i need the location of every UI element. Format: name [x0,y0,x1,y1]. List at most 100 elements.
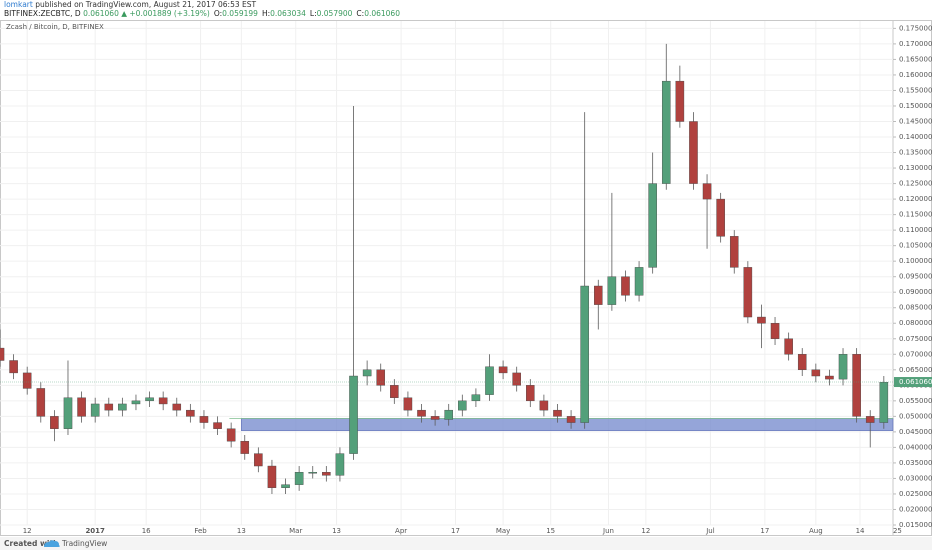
y-tick-label: 0.020000 [899,505,932,513]
y-tick-label: 0.145000 [899,117,932,125]
candle-body [458,400,467,411]
y-tick-label: 0.110000 [899,226,932,234]
candle-body [743,267,753,318]
candle-body [362,369,372,377]
candle-body [199,416,209,423]
x-tick-label: Aug [809,527,823,535]
x-tick-label: Mar [289,527,302,535]
x-tick-label: 12 [23,527,32,535]
symbol-line: BITFINEX:ZECBTC, D 0.061060 ▲ +0.001889 … [4,9,400,18]
x-tick-label: 13 [237,527,246,535]
candle-body [118,403,127,411]
ohlc-key: H: [262,9,270,18]
ohlc-key: L: [310,9,317,18]
candle-body [294,472,304,485]
change: ▲ +0.001889 (+3.19%) [121,9,210,18]
candle-body [403,397,413,411]
candle-body [757,316,766,324]
candle-body [63,397,73,429]
x-tick-label: 25 [893,527,902,535]
candle-body [254,453,263,467]
ohlc-value: 0.061060 [364,9,400,18]
candle-body [729,236,739,268]
x-tick-label: 2017 [85,527,105,535]
chart-frame [0,20,932,536]
candle-body [22,372,32,389]
candle-body [390,385,399,398]
candle-body [797,354,807,371]
candle-body [825,375,834,380]
candle-body [281,484,290,488]
candle-body [417,409,426,417]
last-price-label: 0.061060 [899,378,932,386]
ohlc-value: 0.059199 [222,9,258,18]
candle-body [539,400,549,411]
candle-body [322,472,331,476]
candle-body [335,453,345,476]
y-tick-label: 0.115000 [899,211,932,219]
candle-body [36,388,46,417]
candle-body [77,397,86,417]
candle-body [430,416,440,420]
x-tick-label: 14 [856,527,865,535]
footer-bar [0,537,932,550]
y-tick-label: 0.130000 [899,164,932,172]
y-tick-label: 0.150000 [899,102,932,110]
marks [0,43,894,494]
y-tick-label: 0.080000 [899,319,932,327]
x-tick-label: 16 [142,527,151,535]
ohlc: O:0.059199 H:0.063034 L:0.057900 C:0.061060 [214,9,400,18]
y-tick-label: 0.135000 [899,149,932,157]
footer-brand[interactable]: TradingView [61,539,107,548]
candle-body [716,198,725,237]
x-tick-label: Feb [194,527,207,535]
candle-body [784,338,793,355]
candle-body [661,80,671,184]
y-tick-label: 0.090000 [899,288,932,296]
y-tick-label: 0.140000 [899,133,932,141]
candle-body [634,267,644,296]
x-tick-label: Apr [395,527,407,535]
candle-body [240,440,250,454]
candle-body [621,276,630,296]
candle-body [158,397,168,405]
candle-body [0,347,5,361]
symbol: BITFINEX:ZECBTC, D [4,9,81,18]
y-tick-label: 0.015000 [899,521,932,529]
candle-body [566,416,576,423]
y-tick-label: 0.050000 [899,412,932,420]
x-tick-label: 13 [332,527,341,535]
candle-body [607,276,617,305]
tv-logo[interactable] [44,540,60,547]
candle-body [104,403,114,411]
ohlc-key: C: [356,9,364,18]
candle-body [852,354,861,417]
y-tick-label: 0.040000 [899,443,932,451]
candle-body [485,366,494,395]
candle-body [131,400,141,405]
candle-body [90,403,100,417]
y-tick-label: 0.075000 [899,335,932,343]
footer-created: Created with [4,539,58,548]
grid [0,21,896,526]
candle-body [498,366,508,374]
candle-body [471,394,481,402]
y-tick-label: 0.045000 [899,428,932,436]
candle-body [50,416,59,429]
x-tick-label: May [496,527,510,535]
candle-body [145,397,154,402]
y-tick-label: 0.025000 [899,490,932,498]
candle-body [444,409,453,420]
x-tick-label: 17 [451,527,460,535]
candle-body [226,428,236,442]
chart-title: Zcash / Bitcoin, D, BITFINEX [6,23,104,31]
candle-body [594,285,603,305]
candle-body [526,385,535,402]
x-tick-label: 17 [760,527,769,535]
x-tick-label: Jun [602,527,614,535]
last: 0.061060 [83,9,119,18]
y-tick-label: 0.170000 [899,40,932,48]
candle-body [512,372,521,386]
candle-body [9,360,18,374]
y-tick-label: 0.085000 [899,304,932,312]
